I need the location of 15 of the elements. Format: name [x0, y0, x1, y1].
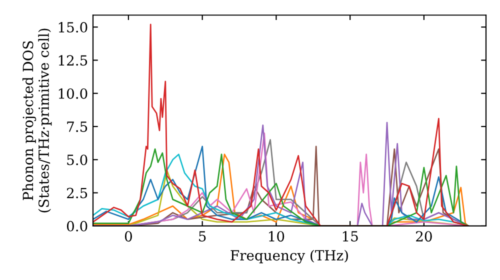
x-tick-label: 5 — [199, 231, 206, 242]
y-tick-label: 5.0 — [67, 154, 88, 166]
x-tick-label: 15 — [342, 231, 358, 242]
x-tick-label: 20 — [416, 231, 432, 242]
y-tick-label: 2.5 — [66, 188, 88, 198]
x-axis-title: Frequency (THz) — [230, 250, 348, 264]
y-axis-title: Phonon projected DOS (States/THz·primitive cell) — [22, 28, 52, 212]
y-tick-label: 10.0 — [58, 88, 88, 99]
x-tick-label: 10 — [269, 231, 284, 242]
line-series — [93, 24, 469, 226]
x-tick-label: 0 — [124, 231, 132, 242]
y-tick-label: 15.0 — [58, 22, 88, 33]
y-tick-label: 12.5 — [58, 55, 88, 66]
y-tick-label: 0.0 — [66, 220, 88, 232]
y-tick-label: 7.5 — [67, 122, 88, 132]
